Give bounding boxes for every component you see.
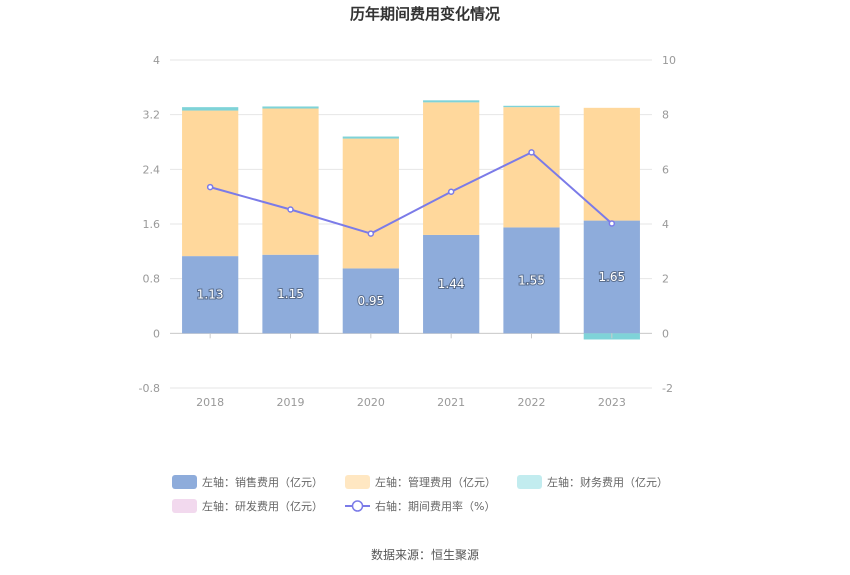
bar-value-label: 0.95 (357, 294, 384, 308)
legend-label: 左轴：销售费用（亿元） (202, 475, 323, 489)
bar-segment (503, 227, 560, 334)
bar-segment (182, 110, 239, 257)
legend-label: 左轴：管理费用（亿元） (375, 475, 496, 489)
source-note: 数据来源：恒生聚源 (371, 547, 479, 562)
legend-label: 左轴：财务费用（亿元） (547, 475, 668, 489)
bar-segment (182, 107, 239, 111)
bars (182, 100, 640, 340)
bar-segment (342, 268, 399, 334)
legend-label: 右轴：期间费用率（%） (375, 499, 495, 513)
left-axis: -0.8 0 0.8 1.6 2.4 3.2 4 (139, 54, 160, 395)
left-tick-label: 1.6 (143, 218, 161, 231)
legend-swatch (172, 475, 197, 489)
bar-segment (583, 107, 640, 221)
rate-point (528, 149, 535, 156)
bar-segment (182, 256, 239, 334)
bar-segment (262, 254, 319, 334)
rate-point (206, 183, 214, 191)
bar-segment (423, 100, 480, 103)
left-tick-label: 3.2 (143, 109, 161, 122)
right-tick-label: 8 (662, 109, 669, 122)
left-tick-label: 4 (153, 54, 160, 67)
left-tick-label: -0.8 (139, 382, 160, 395)
x-axis: 2018 2019 2020 2021 2022 2023 (196, 333, 626, 409)
legend-swatch (345, 475, 370, 489)
legend-label: 左轴：研发费用（亿元） (202, 499, 323, 513)
rate-line (206, 149, 616, 237)
rate-point (287, 206, 294, 213)
right-tick-label: 0 (662, 327, 669, 340)
rate-point (608, 220, 616, 227)
bar-segment (503, 107, 560, 228)
x-tick-label: 2022 (518, 396, 546, 409)
bar-value-label: 1.44 (438, 277, 465, 291)
left-tick-label: 0 (153, 327, 160, 340)
x-tick-label: 2019 (277, 396, 305, 409)
legend-swatch (172, 499, 197, 513)
bar-value-label: 1.13 (197, 288, 224, 302)
bar-segment (262, 106, 319, 109)
x-tick-label: 2023 (598, 396, 626, 409)
bar-value-label: 1.65 (598, 270, 625, 284)
left-tick-label: 2.4 (143, 163, 161, 176)
right-tick-label: -2 (662, 382, 673, 395)
right-tick-label: 2 (662, 273, 669, 286)
x-tick-label: 2018 (196, 396, 224, 409)
bar-segment (423, 102, 480, 235)
bar-segment (423, 234, 480, 334)
right-axis: -2 0 2 4 6 8 10 (662, 54, 676, 395)
grid (170, 59, 652, 389)
chart-title: 历年期间费用变化情况 (350, 5, 500, 23)
bar-segment (262, 108, 319, 255)
legend-point-icon (351, 500, 364, 512)
bar-segment (342, 138, 399, 269)
rate-point (447, 188, 455, 195)
rate-point (367, 230, 375, 237)
bar-labels: 1.13 1.15 0.95 1.44 1.55 1.65 (196, 269, 626, 309)
bar-segment (503, 105, 560, 108)
x-tick-label: 2020 (357, 396, 385, 409)
x-tick-label: 2021 (437, 396, 465, 409)
bar-value-label: 1.55 (518, 273, 545, 287)
rate-line-path (209, 151, 613, 235)
left-tick-label: 0.8 (143, 273, 161, 286)
legend-swatch (517, 475, 542, 489)
right-tick-label: 6 (662, 163, 669, 176)
right-tick-label: 10 (662, 54, 676, 67)
legend: 左轴：销售费用（亿元） 左轴：管理费用（亿元） 左轴：财务费用（亿元） 左轴：研发费用… (172, 475, 668, 513)
right-tick-label: 4 (662, 218, 669, 231)
bar-segment (342, 136, 399, 139)
bar-segment (583, 220, 640, 334)
bar-value-label: 1.15 (277, 287, 304, 301)
